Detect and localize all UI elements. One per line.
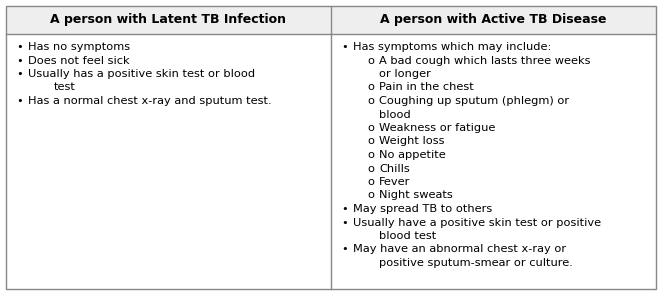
Text: Has symptoms which may include:: Has symptoms which may include: (353, 42, 551, 52)
Text: o: o (367, 163, 374, 173)
Text: o: o (367, 123, 374, 133)
Text: •: • (16, 42, 23, 52)
Text: •: • (341, 245, 348, 255)
Text: o: o (367, 55, 374, 65)
Text: positive sputum-smear or culture.: positive sputum-smear or culture. (379, 258, 573, 268)
Text: o: o (367, 83, 374, 93)
Text: No appetite: No appetite (379, 150, 446, 160)
Text: Has a normal chest x-ray and sputum test.: Has a normal chest x-ray and sputum test… (28, 96, 271, 106)
Text: o: o (367, 177, 374, 187)
Bar (6, 34, 331, 289)
Text: Has no symptoms: Has no symptoms (28, 42, 130, 52)
Text: Fever: Fever (379, 177, 410, 187)
Text: May have an abnormal chest x-ray or: May have an abnormal chest x-ray or (353, 245, 566, 255)
Text: •: • (16, 96, 23, 106)
Text: Coughing up sputum (phlegm) or: Coughing up sputum (phlegm) or (379, 96, 569, 106)
Text: Does not feel sick: Does not feel sick (28, 55, 130, 65)
Text: •: • (16, 55, 23, 65)
Text: Night sweats: Night sweats (379, 191, 453, 201)
Text: •: • (16, 69, 23, 79)
Text: Weight loss: Weight loss (379, 137, 444, 147)
Text: Usually have a positive skin test or positive: Usually have a positive skin test or pos… (353, 217, 601, 227)
Text: A bad cough which lasts three weeks: A bad cough which lasts three weeks (379, 55, 591, 65)
Text: •: • (341, 204, 348, 214)
Bar (6, 6, 331, 34)
Text: o: o (367, 96, 374, 106)
Text: o: o (367, 150, 374, 160)
Bar (331, 6, 656, 34)
Text: o: o (367, 137, 374, 147)
Bar (331, 34, 656, 289)
Text: Weakness or fatigue: Weakness or fatigue (379, 123, 495, 133)
Text: test: test (54, 83, 76, 93)
Text: or longer: or longer (379, 69, 431, 79)
Text: Usually has a positive skin test or blood: Usually has a positive skin test or bloo… (28, 69, 255, 79)
Text: A person with Active TB Disease: A person with Active TB Disease (380, 14, 607, 27)
Text: Pain in the chest: Pain in the chest (379, 83, 474, 93)
Text: Chills: Chills (379, 163, 410, 173)
Text: •: • (341, 217, 348, 227)
Text: •: • (341, 42, 348, 52)
Text: blood: blood (379, 109, 410, 119)
Text: May spread TB to others: May spread TB to others (353, 204, 493, 214)
Text: blood test: blood test (379, 231, 436, 241)
Text: o: o (367, 191, 374, 201)
Text: A person with Latent TB Infection: A person with Latent TB Infection (50, 14, 287, 27)
